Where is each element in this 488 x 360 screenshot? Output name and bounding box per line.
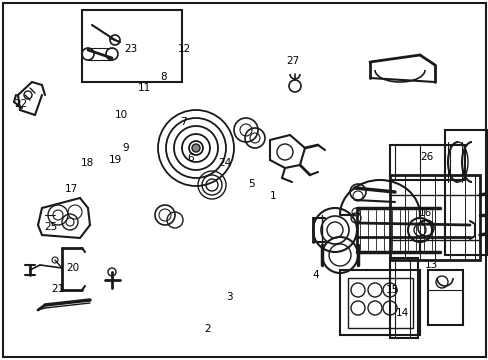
Text: 19: 19 <box>109 155 122 165</box>
Text: 3: 3 <box>226 292 233 302</box>
Text: 18: 18 <box>80 158 94 168</box>
Text: 16: 16 <box>418 208 431 218</box>
Text: 27: 27 <box>285 56 299 66</box>
Text: 20: 20 <box>66 263 79 273</box>
Text: 4: 4 <box>311 270 318 280</box>
Text: 13: 13 <box>424 260 437 270</box>
Text: 22: 22 <box>14 99 28 109</box>
Text: 23: 23 <box>124 44 138 54</box>
Text: 1: 1 <box>269 191 276 201</box>
Bar <box>82 10 182 82</box>
Text: 9: 9 <box>122 143 129 153</box>
Text: 26: 26 <box>419 152 432 162</box>
Text: 14: 14 <box>395 308 408 318</box>
Text: 21: 21 <box>51 284 64 294</box>
Text: 5: 5 <box>248 179 255 189</box>
Bar <box>389 175 479 260</box>
Circle shape <box>192 144 200 152</box>
Text: 8: 8 <box>160 72 167 82</box>
Bar <box>389 258 417 338</box>
Text: 6: 6 <box>187 153 194 163</box>
Text: 7: 7 <box>180 117 186 127</box>
Text: 10: 10 <box>115 110 127 120</box>
Text: 17: 17 <box>65 184 79 194</box>
Text: 11: 11 <box>137 83 151 93</box>
Text: 24: 24 <box>218 158 231 168</box>
Bar <box>389 145 464 180</box>
Bar <box>427 270 462 325</box>
Text: 25: 25 <box>44 222 58 232</box>
Text: 12: 12 <box>178 44 191 54</box>
Text: 15: 15 <box>385 285 398 295</box>
Bar <box>347 278 412 328</box>
Bar <box>339 270 419 335</box>
Text: 2: 2 <box>204 324 211 334</box>
Bar <box>444 130 486 255</box>
